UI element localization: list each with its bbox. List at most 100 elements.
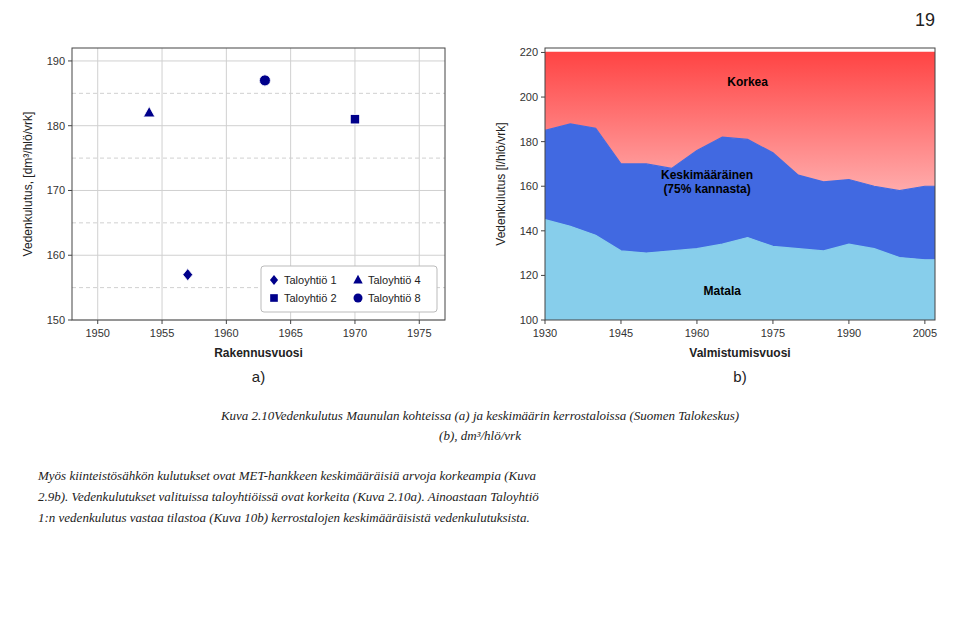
point — [183, 269, 193, 281]
x-tick-label: 1955 — [150, 327, 174, 339]
area-boundary — [545, 220, 935, 260]
y-tick — [541, 97, 545, 98]
y-tick — [68, 190, 72, 191]
y-tick — [68, 255, 72, 256]
minor-grid-line — [72, 222, 445, 223]
plot-background — [545, 48, 935, 320]
x-tick — [696, 320, 697, 324]
annotation: Matala — [704, 284, 742, 298]
annotation-line: Matala — [704, 284, 742, 298]
x-axis-label: Rakennusvuosi — [214, 346, 303, 360]
x-tick-label: 1965 — [278, 327, 302, 339]
y-tick-label: 180 — [520, 136, 538, 148]
grid-line — [72, 125, 445, 126]
y-tick — [68, 320, 72, 321]
x-tick — [97, 320, 98, 324]
grid-line — [162, 48, 163, 320]
y-axis-label: Vedenkulutus [l/hlö/vrk] — [494, 122, 508, 245]
y-tick — [541, 186, 545, 187]
legend-symbol — [353, 275, 362, 284]
y-tick-label: 150 — [47, 314, 65, 326]
legend-label: Taloyhtiö 4 — [368, 274, 421, 286]
grid-line — [72, 60, 445, 61]
x-axis-label: Valmistumisvuosi — [689, 346, 790, 360]
x-tick — [848, 320, 849, 324]
body-text: 2.9b). Vedenkulutukset valituissa taloyh… — [38, 489, 539, 504]
x-tick — [226, 320, 227, 324]
y-tick-label: 200 — [520, 91, 538, 103]
legend-symbol — [270, 275, 278, 285]
x-tick — [290, 320, 291, 324]
page-number: 19 — [915, 10, 935, 30]
minor-grid-line — [72, 93, 445, 94]
y-tick — [541, 320, 545, 321]
body-text: 1:n vedenkulutus vastaa tilastoa (Kuva 1… — [38, 510, 530, 525]
area-boundary — [545, 52, 935, 53]
scatter-chart: 195019551960196519701975150160170180190R… — [21, 48, 445, 385]
y-axis-label: Vedenkulutus, [dm³/hlö/vrk] — [21, 112, 35, 257]
x-tick-label: 1960 — [214, 327, 238, 339]
legend-label: Taloyhtiö 8 — [368, 292, 421, 304]
x-tick-label: 1975 — [407, 327, 431, 339]
y-tick-label: 160 — [47, 249, 65, 261]
y-tick — [68, 125, 72, 126]
point — [259, 75, 270, 86]
plot-background — [72, 48, 445, 320]
y-tick — [541, 275, 545, 276]
figure-caption: Kuva 2.10Vedenkulutus Maunulan kohteissa… — [220, 408, 739, 423]
data-points — [143, 74, 359, 280]
y-tick-label: 120 — [520, 269, 538, 281]
grid-line — [226, 48, 227, 320]
y-tick — [541, 141, 545, 142]
area-boundary — [545, 124, 935, 191]
annotation-line: Keskimääräinen — [661, 168, 753, 182]
areas — [545, 52, 935, 320]
annotation: Korkea — [727, 75, 768, 89]
minor-grid-line — [72, 158, 445, 159]
y-tick-label: 140 — [520, 225, 538, 237]
x-tick-label: 1930 — [533, 327, 557, 339]
legend: Taloyhtiö 1 Taloyhtiö 2 Taloyhtiö 4 Taloyht… — [261, 266, 437, 312]
x-tick — [620, 320, 621, 324]
legend-label: Taloyhtiö 2 — [284, 292, 337, 304]
body-text: Myös kiinteistösähkön kulutukset ovat ME… — [37, 468, 536, 483]
figure-caption: (b), dm³/hlö/vrk — [439, 428, 521, 443]
plot-frame — [545, 48, 935, 320]
x-tick-label: 1945 — [609, 327, 633, 339]
point — [143, 106, 155, 116]
annotation-line: (75% kannasta) — [663, 182, 750, 196]
x-tick — [924, 320, 925, 324]
legend-box — [261, 266, 437, 312]
x-tick — [545, 320, 546, 324]
annotation: Keskimääräinen(75% kannasta) — [661, 168, 753, 196]
x-tick — [419, 320, 420, 324]
plot-frame — [72, 48, 445, 320]
x-tick-label: 1975 — [761, 327, 785, 339]
x-tick-label: 1990 — [837, 327, 861, 339]
grid-line — [72, 255, 445, 256]
y-tick-label: 180 — [47, 120, 65, 132]
x-tick-label: 1960 — [685, 327, 709, 339]
y-tick — [541, 230, 545, 231]
y-tick-label: 190 — [47, 55, 65, 67]
y-tick-label: 170 — [47, 184, 65, 196]
x-tick — [354, 320, 355, 324]
x-tick-label: 2005 — [913, 327, 937, 339]
point — [350, 115, 359, 124]
y-tick-label: 100 — [520, 314, 538, 326]
y-tick — [68, 60, 72, 61]
point — [260, 74, 270, 86]
legend-symbol — [354, 294, 363, 303]
x-tick — [772, 320, 773, 324]
y-tick-label: 220 — [520, 46, 538, 58]
x-tick — [162, 320, 163, 324]
x-tick-label: 1950 — [85, 327, 109, 339]
area-band — [545, 52, 935, 190]
legend-symbol — [270, 294, 278, 302]
page: 195019551960196519701975150160170180190R… — [0, 0, 960, 617]
panel-label: b) — [733, 368, 746, 385]
annotation-line: Korkea — [727, 75, 768, 89]
y-tick-label: 160 — [520, 180, 538, 192]
grid-line — [72, 190, 445, 191]
legend-label: Taloyhtiö 1 — [284, 274, 337, 286]
